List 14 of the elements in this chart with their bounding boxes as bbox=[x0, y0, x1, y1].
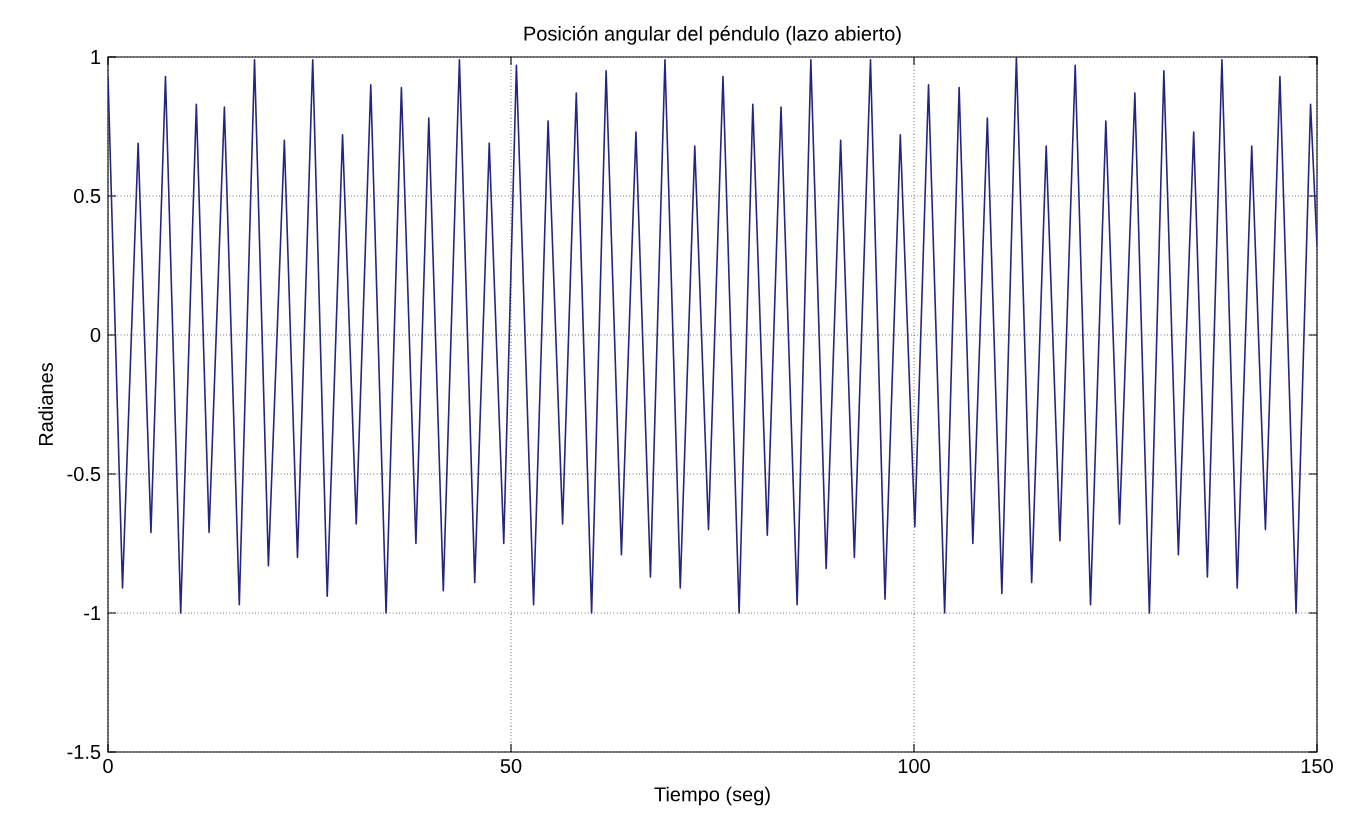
y-tick-label: -0.5 bbox=[67, 466, 101, 482]
x-tick-label: 0 bbox=[103, 758, 113, 774]
y-tick-label: 0.5 bbox=[74, 188, 101, 204]
y-axis-title: Radianes bbox=[38, 363, 53, 446]
chart-title: Posición angular del péndulo (lazo abierto) bbox=[524, 25, 901, 45]
x-tick-label: 50 bbox=[500, 758, 522, 774]
x-tick-label: 150 bbox=[1301, 758, 1333, 774]
x-tick-label: 100 bbox=[898, 758, 930, 774]
y-tick-label: -1.5 bbox=[67, 745, 101, 759]
y-tick-label: 1 bbox=[91, 50, 101, 64]
y-tick-label: 0 bbox=[90, 327, 101, 343]
y-tick-label: -1 bbox=[84, 606, 101, 620]
x-axis-title: Tiempo (seg) bbox=[654, 786, 770, 806]
line-series bbox=[108, 56, 1318, 614]
